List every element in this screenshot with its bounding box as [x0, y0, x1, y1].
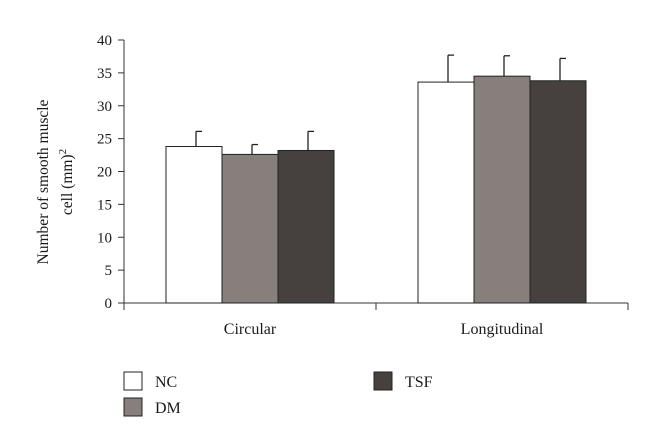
y-axis-label-second-line: cell (mm)2: [57, 149, 76, 215]
y-tick-label: 40: [97, 33, 112, 49]
y-axis-label: Number of smooth muscle: [35, 99, 52, 264]
y-tick-label: 30: [97, 99, 112, 115]
y-axis: 0 5 10 15 20 25 30 35 40: [97, 33, 125, 312]
legend: NC DM TSF: [123, 371, 433, 417]
y-tick-label: 25: [97, 132, 112, 148]
bar-nc-circular: [165, 146, 223, 304]
bar-tsf-circular: [277, 149, 335, 304]
bar-nc-longitudinal: [417, 81, 475, 304]
legend-label-dm: DM: [155, 400, 181, 417]
legend-swatch-nc: [123, 371, 143, 391]
bars: [165, 75, 587, 304]
legend-label-tsf: TSF: [405, 374, 433, 391]
error-bars: [195, 54, 566, 155]
bar-dm-longitudinal: [473, 75, 531, 304]
y-tick-label: 35: [97, 66, 112, 82]
x-category-label: Circular: [224, 321, 277, 338]
y-tick-label: 10: [97, 230, 112, 246]
x-category-label: Longitudinal: [461, 321, 544, 338]
y-tick-label: 20: [97, 165, 112, 181]
legend-swatch-dm: [123, 397, 143, 417]
y-tick-label: 0: [105, 296, 113, 312]
y-axis-label-superscript: 2: [57, 149, 69, 155]
bar-dm-circular: [221, 153, 279, 304]
y-tick-label: 5: [105, 263, 113, 279]
legend-label-nc: NC: [155, 374, 177, 391]
legend-swatch-tsf: [373, 371, 393, 391]
y-axis-label-line2: cell (mm): [59, 154, 76, 215]
y-tick-label: 15: [97, 197, 112, 213]
bar-tsf-longitudinal: [529, 80, 587, 304]
y-axis-label-line1: Number of smooth muscle: [35, 99, 52, 264]
x-axis: Circular Longitudinal: [123, 302, 629, 338]
